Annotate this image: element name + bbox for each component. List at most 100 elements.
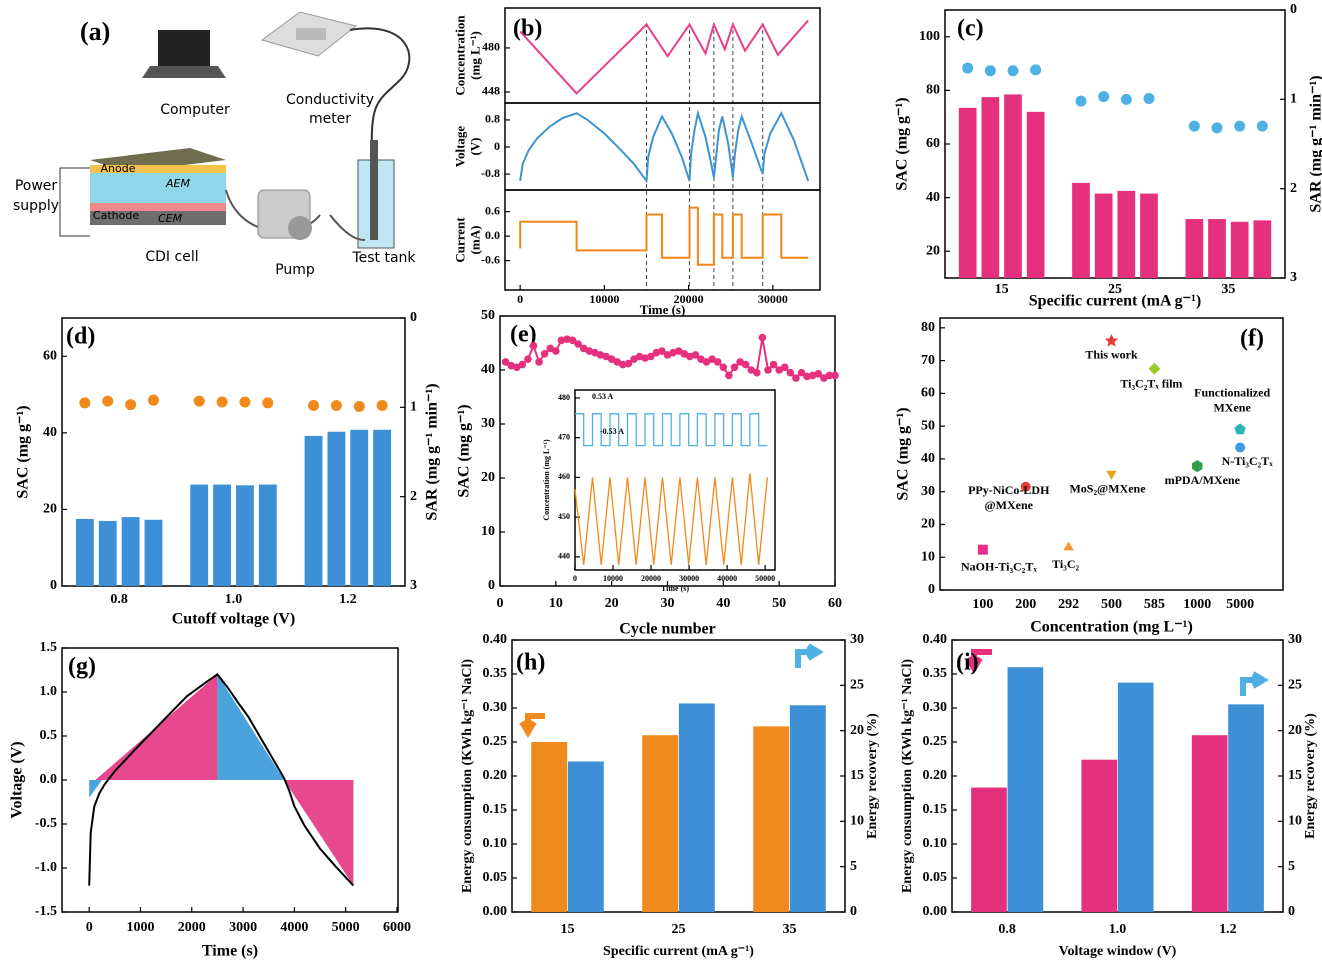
line — [520, 20, 808, 93]
annotation: 0.53 A — [592, 392, 614, 401]
marker — [792, 374, 800, 382]
marker — [742, 361, 750, 369]
x-tick-label: 60 — [828, 596, 842, 611]
y-tick-label: 470 — [558, 433, 570, 442]
x-tick-label: 2000 — [178, 920, 206, 935]
y-axis-label: Energy consumption (KWh kg⁻¹ NaCl) — [900, 659, 915, 893]
y-axis-label: Current — [452, 217, 467, 263]
y-tick-label: 0.10 — [923, 836, 948, 851]
y-tick-label: 0.40 — [483, 632, 508, 647]
y-tick-label: 20 — [926, 243, 940, 258]
y-axis-label: (V) — [467, 137, 482, 155]
y-tick-label: 60 — [43, 349, 57, 364]
bar — [753, 726, 789, 912]
bar — [327, 432, 345, 586]
y-tick-label: 0.25 — [483, 734, 508, 749]
diagram-label: Conductivity — [286, 92, 374, 108]
y-tick-label: 0.00 — [923, 904, 948, 919]
x-tick-label: 15 — [995, 282, 1009, 297]
diagram-label: Pump — [275, 262, 315, 278]
bar — [213, 485, 231, 586]
x-tick-label: 100 — [972, 597, 993, 612]
marker — [1192, 460, 1202, 472]
y-tick-label: 20 — [921, 517, 935, 532]
x-tick-label: 292 — [1058, 597, 1079, 612]
point — [1076, 96, 1087, 107]
point — [1234, 121, 1245, 132]
y-tick-label: 0.00 — [483, 904, 508, 919]
marker — [731, 364, 739, 372]
x-tick-label: 10 — [549, 596, 563, 611]
y2-axis-label: SAR (mg g⁻¹ min⁻¹) — [1308, 75, 1322, 212]
y-axis-label: Concentration (mg L⁻¹) — [542, 439, 551, 521]
marker — [1234, 423, 1245, 434]
y-tick-label: 50 — [921, 418, 935, 433]
marker — [714, 358, 722, 366]
x-tick-label: 1.2 — [1219, 922, 1237, 937]
x-tick-label: 40 — [716, 596, 730, 611]
y2-tick-label: 3 — [410, 578, 417, 593]
point — [239, 396, 250, 407]
y-tick-label: 480 — [482, 40, 500, 54]
line — [520, 113, 808, 181]
x-tick-label: 4000 — [280, 920, 308, 935]
y2-tick-label: 0 — [1290, 2, 1297, 17]
point — [331, 400, 342, 411]
marker — [535, 358, 543, 366]
bar — [350, 430, 368, 586]
y-tick-label: 10 — [921, 549, 935, 564]
bar — [568, 761, 604, 912]
y-axis-label: Voltage (V) — [9, 741, 26, 818]
point — [985, 65, 996, 76]
wire — [350, 28, 409, 150]
bar — [1140, 194, 1158, 278]
marker — [1148, 363, 1160, 375]
y-tick-label: 0.35 — [923, 666, 948, 681]
y2-tick-label: 20 — [1288, 723, 1302, 738]
x-tick-label: 500 — [1101, 597, 1122, 612]
x-tick-label: 1.0 — [225, 592, 243, 607]
bar — [1118, 683, 1154, 912]
x-tick-label: 5000 — [1226, 597, 1254, 612]
x-tick-label: 0 — [517, 292, 523, 306]
point — [1144, 93, 1155, 104]
y-tick-label: 30 — [481, 416, 495, 431]
point-label: Functionalized — [1194, 386, 1270, 400]
bar — [1208, 219, 1226, 278]
x-tick-label: 1.0 — [1109, 922, 1127, 937]
plot-frame — [505, 8, 820, 103]
plot-frame — [575, 390, 775, 570]
point — [125, 399, 136, 410]
line — [506, 338, 835, 379]
y2-tick-label: 30 — [1288, 632, 1302, 647]
y-tick-label: 0 — [494, 139, 500, 153]
laptop-screen — [158, 30, 210, 66]
x-tick-label: 20000 — [641, 574, 661, 583]
point-label: PPy-NiCo-LDH — [968, 483, 1050, 497]
point — [354, 401, 365, 412]
point-label: mPDA/MXene — [1165, 473, 1241, 487]
x-tick-label: 15 — [561, 922, 575, 937]
bar — [1095, 194, 1113, 278]
y-axis-label: SAC (mg g⁻¹) — [15, 405, 32, 498]
y2-tick-label: 5 — [1288, 859, 1295, 874]
x-tick-label: 30000 — [679, 574, 699, 583]
marker — [978, 545, 988, 555]
x-tick-label: 35 — [783, 922, 797, 937]
x-tick-label: 5000 — [332, 920, 360, 935]
y2-tick-label: 30 — [850, 632, 864, 647]
y-tick-label: 1.0 — [40, 684, 58, 699]
bar — [1231, 222, 1249, 278]
bar — [679, 703, 715, 912]
y-tick-label: 80 — [921, 320, 935, 335]
pump-head — [288, 216, 312, 240]
point — [1121, 94, 1132, 105]
point — [102, 396, 113, 407]
marker — [1235, 442, 1245, 452]
panel-label: (g) — [68, 654, 96, 680]
diagram-label: Power — [15, 178, 58, 194]
marker — [781, 364, 789, 372]
marker — [831, 372, 839, 380]
y-tick-label: 0.40 — [923, 632, 948, 647]
y-tick-label: 0.5 — [40, 728, 58, 743]
